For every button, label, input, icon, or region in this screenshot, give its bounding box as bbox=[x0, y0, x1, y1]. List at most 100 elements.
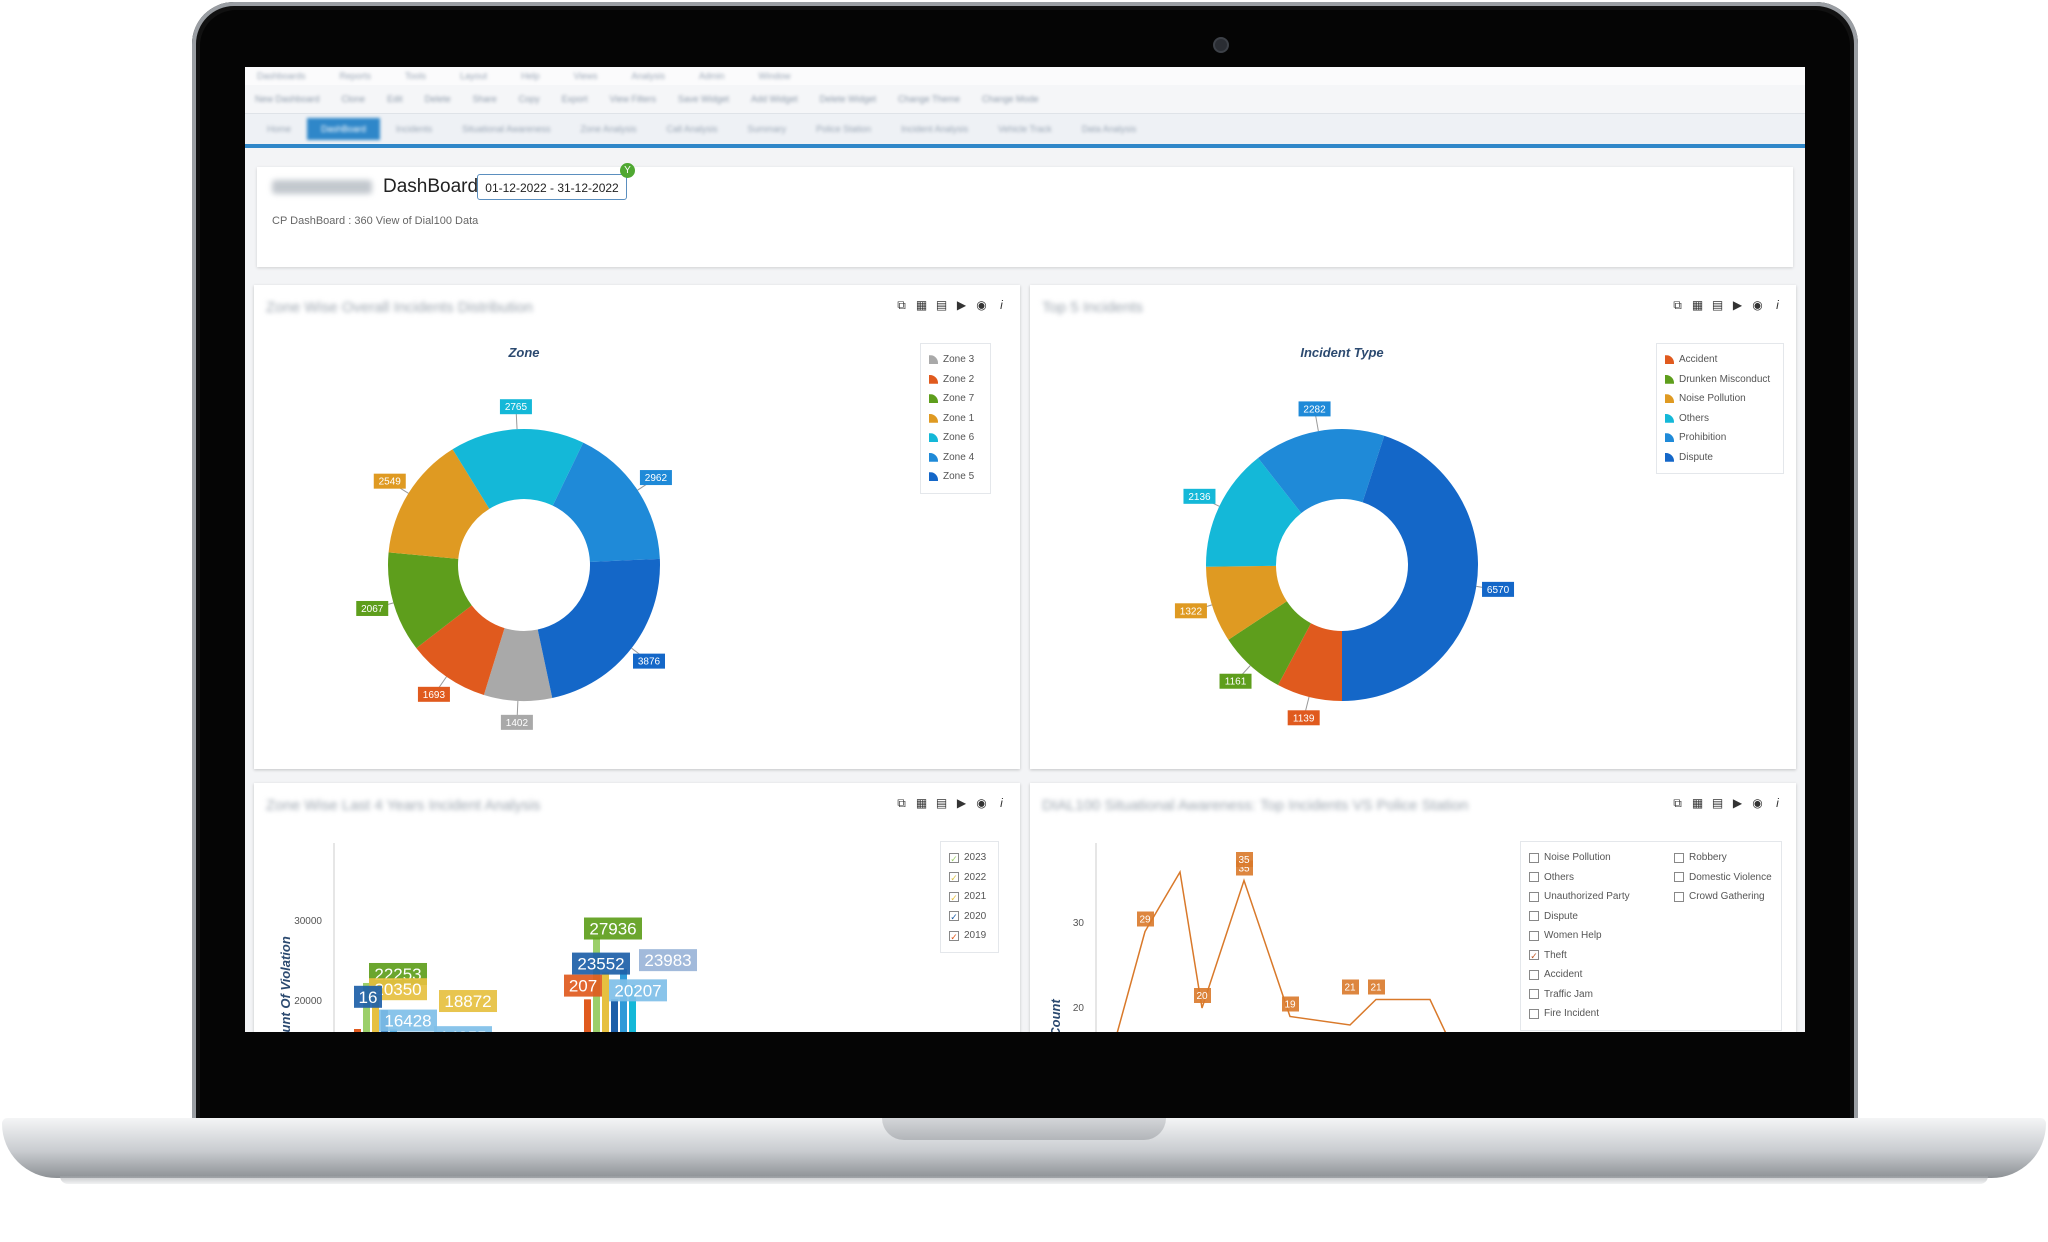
document-icon[interactable]: ▤ bbox=[935, 796, 948, 810]
legend-item[interactable]: Robbery bbox=[1674, 848, 1773, 868]
chart-icon[interactable]: ▦ bbox=[1691, 796, 1704, 810]
legend-checkbox[interactable] bbox=[1529, 989, 1539, 1000]
legend-item[interactable]: Zone 2 bbox=[929, 370, 982, 390]
donut-slice[interactable] bbox=[388, 449, 490, 559]
bar[interactable] bbox=[354, 1029, 361, 1032]
legend-item[interactable]: Zone 6 bbox=[929, 428, 982, 448]
tag-icon[interactable]: ▶ bbox=[1732, 298, 1743, 312]
expand-icon[interactable]: ⧉ bbox=[1673, 298, 1682, 312]
tab-call-analysis[interactable]: Call Analysis bbox=[666, 124, 718, 134]
menu-item[interactable]: Window bbox=[758, 71, 791, 81]
donut-slice[interactable] bbox=[1342, 435, 1478, 701]
legend-checkbox[interactable]: ✓ bbox=[949, 852, 959, 864]
legend-checkbox[interactable]: ✓ bbox=[1529, 950, 1539, 962]
legend-item[interactable]: Drunken Misconduct bbox=[1665, 370, 1775, 390]
legend-item[interactable]: Zone 1 bbox=[929, 409, 982, 429]
legend-checkbox[interactable]: ✓ bbox=[949, 891, 959, 903]
legend-item[interactable]: Noise Pollution bbox=[1529, 848, 1674, 868]
legend-checkbox[interactable] bbox=[1529, 911, 1539, 922]
toolbar-button[interactable]: New Dashboard bbox=[255, 94, 320, 104]
tab-incidents[interactable]: Incidents bbox=[396, 124, 433, 134]
toolbar-button[interactable]: Delete Widget bbox=[819, 94, 877, 104]
legend-item[interactable]: Women Help bbox=[1529, 926, 1773, 946]
legend-item[interactable]: Noise Pollution bbox=[1665, 389, 1775, 409]
menu-item[interactable]: Analysis bbox=[631, 71, 665, 81]
legend-item[interactable]: ✓ 2021 bbox=[949, 887, 990, 907]
legend-item[interactable]: ✓ 2020 bbox=[949, 907, 990, 927]
legend-checkbox[interactable] bbox=[1674, 891, 1684, 902]
toolbar-button[interactable]: Change Mode bbox=[981, 94, 1039, 104]
legend-item[interactable]: Zone 7 bbox=[929, 389, 982, 409]
donut-slice[interactable] bbox=[1228, 601, 1311, 686]
info-icon[interactable]: i bbox=[1776, 796, 1779, 810]
tab-summary[interactable]: Summary bbox=[747, 124, 787, 134]
legend-item[interactable]: Traffic Jam bbox=[1529, 985, 1773, 1005]
legend-item[interactable]: Prohibition bbox=[1665, 428, 1775, 448]
donut-slice[interactable] bbox=[452, 429, 584, 509]
bar[interactable] bbox=[629, 985, 636, 1032]
legend-item[interactable]: ✓ 2019 bbox=[949, 926, 990, 946]
legend-item[interactable]: Fire Incident bbox=[1529, 1004, 1773, 1024]
tab-police-station[interactable]: Police Station bbox=[816, 124, 872, 134]
legend-checkbox[interactable] bbox=[1529, 969, 1539, 980]
menu-item[interactable]: Views bbox=[573, 71, 598, 81]
donut-slice[interactable] bbox=[1206, 458, 1302, 567]
bar[interactable] bbox=[584, 999, 591, 1032]
chart-icon[interactable]: ▦ bbox=[915, 298, 928, 312]
legend-checkbox[interactable]: ✓ bbox=[949, 872, 959, 884]
tag-icon[interactable]: ▶ bbox=[956, 796, 967, 810]
legend-item[interactable]: Domestic Violence bbox=[1674, 868, 1773, 888]
tab-zone-analysis[interactable]: Zone Analysis bbox=[580, 124, 637, 134]
toolbar-button[interactable]: Copy bbox=[518, 94, 540, 104]
legend-checkbox[interactable] bbox=[1529, 852, 1539, 863]
legend-checkbox[interactable] bbox=[1529, 1008, 1539, 1019]
menu-item[interactable]: Reports bbox=[339, 71, 372, 81]
legend-item[interactable]: Unauthorized Party bbox=[1529, 887, 1674, 907]
menu-item[interactable]: Layout bbox=[460, 71, 488, 81]
donut-slice[interactable] bbox=[416, 605, 505, 695]
bar[interactable] bbox=[611, 999, 618, 1032]
info-icon[interactable]: i bbox=[1000, 796, 1003, 810]
toolbar-button[interactable]: Save Widget bbox=[678, 94, 730, 104]
chart-icon[interactable]: ▦ bbox=[1691, 298, 1704, 312]
legend-item[interactable]: Accident bbox=[1529, 965, 1773, 985]
date-range-picker[interactable]: 01-12-2022 - 31-12-2022 bbox=[477, 174, 627, 200]
menu-item[interactable]: Dashboards bbox=[257, 71, 306, 81]
info-icon[interactable]: i bbox=[1000, 298, 1003, 312]
bar[interactable] bbox=[602, 972, 609, 1032]
view-icon[interactable]: ◉ bbox=[976, 298, 987, 312]
legend-checkbox[interactable] bbox=[1674, 852, 1684, 863]
legend-item[interactable]: Crowd Gathering bbox=[1674, 887, 1773, 907]
legend-item[interactable]: Zone 5 bbox=[929, 467, 982, 487]
legend-item[interactable]: Others bbox=[1665, 409, 1775, 429]
tab-vehicle-track[interactable]: Vehicle Track bbox=[998, 124, 1052, 134]
filter-icon[interactable]: Y bbox=[620, 163, 635, 178]
document-icon[interactable]: ▤ bbox=[1711, 796, 1724, 810]
legend-checkbox[interactable] bbox=[1529, 930, 1539, 941]
donut-slice[interactable] bbox=[1278, 623, 1342, 701]
legend-checkbox[interactable] bbox=[1529, 891, 1539, 902]
legend-item[interactable]: ✓ 2022 bbox=[949, 868, 990, 888]
donut-slice[interactable] bbox=[483, 628, 553, 701]
donut-slice[interactable] bbox=[388, 552, 472, 649]
tab-situational-awareness[interactable]: Situational Awareness bbox=[462, 124, 551, 134]
donut-slice[interactable] bbox=[552, 442, 660, 563]
toolbar-button[interactable]: View Filters bbox=[609, 94, 657, 104]
donut-slice[interactable] bbox=[537, 558, 660, 699]
legend-item[interactable]: Accident bbox=[1665, 350, 1775, 370]
legend-checkbox[interactable] bbox=[1674, 872, 1684, 883]
document-icon[interactable]: ▤ bbox=[935, 298, 948, 312]
series-line[interactable] bbox=[1110, 869, 1466, 1032]
legend-item[interactable]: Dispute bbox=[1529, 907, 1773, 927]
view-icon[interactable]: ◉ bbox=[976, 796, 987, 810]
toolbar-button[interactable]: Delete bbox=[424, 94, 451, 104]
expand-icon[interactable]: ⧉ bbox=[1673, 796, 1682, 810]
document-icon[interactable]: ▤ bbox=[1711, 298, 1724, 312]
legend-item[interactable]: Zone 3 bbox=[929, 350, 982, 370]
tag-icon[interactable]: ▶ bbox=[956, 298, 967, 312]
view-icon[interactable]: ◉ bbox=[1752, 298, 1763, 312]
menu-item[interactable]: Admin bbox=[698, 71, 725, 81]
tab-home[interactable]: Home bbox=[267, 124, 292, 134]
menu-item[interactable]: Help bbox=[521, 71, 540, 81]
toolbar-button[interactable]: Edit bbox=[387, 94, 403, 104]
